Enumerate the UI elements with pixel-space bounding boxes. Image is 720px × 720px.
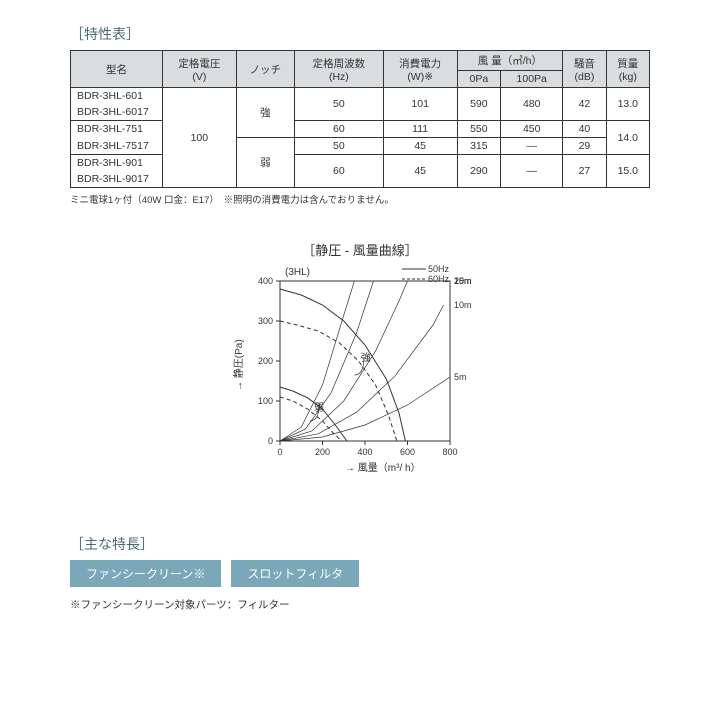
svg-text:600: 600	[400, 447, 415, 457]
table-row: BDR-3HL-751 60 111 550 450 40 14.0	[71, 121, 650, 138]
svg-text:10m: 10m	[454, 300, 472, 310]
svg-text:0: 0	[268, 436, 273, 446]
svg-text:0: 0	[277, 447, 282, 457]
th-freq: 定格周波数 (Hz)	[294, 51, 383, 88]
svg-text:強: 強	[361, 351, 371, 364]
th-voltage: 定格電圧 (V)	[163, 51, 237, 88]
th-af0: 0Pa	[457, 71, 501, 88]
chart-svg: 0 200 400 600 800 0 100 200 300 400 (3HL) 50Hz60Hz 5…	[210, 261, 510, 481]
chart-title: ［静圧 - 風量曲線］	[70, 240, 650, 259]
svg-text:5m: 5m	[454, 372, 467, 382]
badge-slot-filter: スロットフィルタ	[231, 560, 359, 587]
chart-section: ［静圧 - 風量曲線］ 0 200 400 600 800 0 100 200 300 400 (3…	[70, 240, 650, 484]
svg-text:100: 100	[258, 396, 273, 406]
th-power: 消費電力 (W)※	[383, 51, 457, 88]
th-mass: 質量 (kg)	[606, 51, 649, 88]
svg-text:25m: 25m	[454, 276, 472, 286]
svg-text:60Hz: 60Hz	[428, 274, 450, 284]
svg-text:→ 風量（m³/ h）: → 風量（m³/ h）	[345, 462, 421, 474]
th-notch: ノッチ	[236, 51, 294, 88]
table-row: BDR-3HL-601 100 強 50 101 590 480 42 13.0	[71, 88, 650, 105]
spec-table: 型名 定格電圧 (V) ノッチ 定格周波数 (Hz) 消費電力 (W)※ 風 量…	[70, 50, 650, 188]
th-airflow: 風 量（㎥/h）	[457, 51, 563, 71]
features-note: ※ファンシークリーン対象パーツ：フィルター	[70, 597, 650, 612]
th-af100: 100Pa	[501, 71, 563, 88]
spec-footnote: ミニ電球1ヶ付（40W 口金：E17） ※照明の消費電力は含んでおりません。	[70, 192, 650, 206]
spec-heading: ［特性表］	[70, 24, 650, 44]
table-row: BDR-3HL-7517 弱 50 45 315 — 29	[71, 138, 650, 155]
svg-text:400: 400	[357, 447, 372, 457]
table-row: BDR-3HL-901 60 45 290 — 27 15.0	[71, 155, 650, 172]
th-noise: 騒音 (dB)	[563, 51, 606, 88]
svg-text:200: 200	[315, 447, 330, 457]
svg-text:300: 300	[258, 316, 273, 326]
svg-text:400: 400	[258, 276, 273, 286]
svg-text:800: 800	[442, 447, 457, 457]
svg-text:50Hz: 50Hz	[428, 264, 450, 274]
features-section: ［主な特長］ ファンシークリーン※ スロットフィルタ ※ファンシークリーン対象パ…	[70, 534, 650, 612]
svg-text:(3HL): (3HL)	[285, 267, 310, 278]
features-heading: ［主な特長］	[70, 534, 650, 554]
badge-row: ファンシークリーン※ スロットフィルタ	[70, 560, 650, 587]
svg-text:200: 200	[258, 356, 273, 366]
th-model: 型名	[71, 51, 163, 88]
badge-fancy-clean: ファンシークリーン※	[70, 560, 221, 587]
svg-text:→ 静圧(Pa): → 静圧(Pa)	[232, 339, 245, 391]
